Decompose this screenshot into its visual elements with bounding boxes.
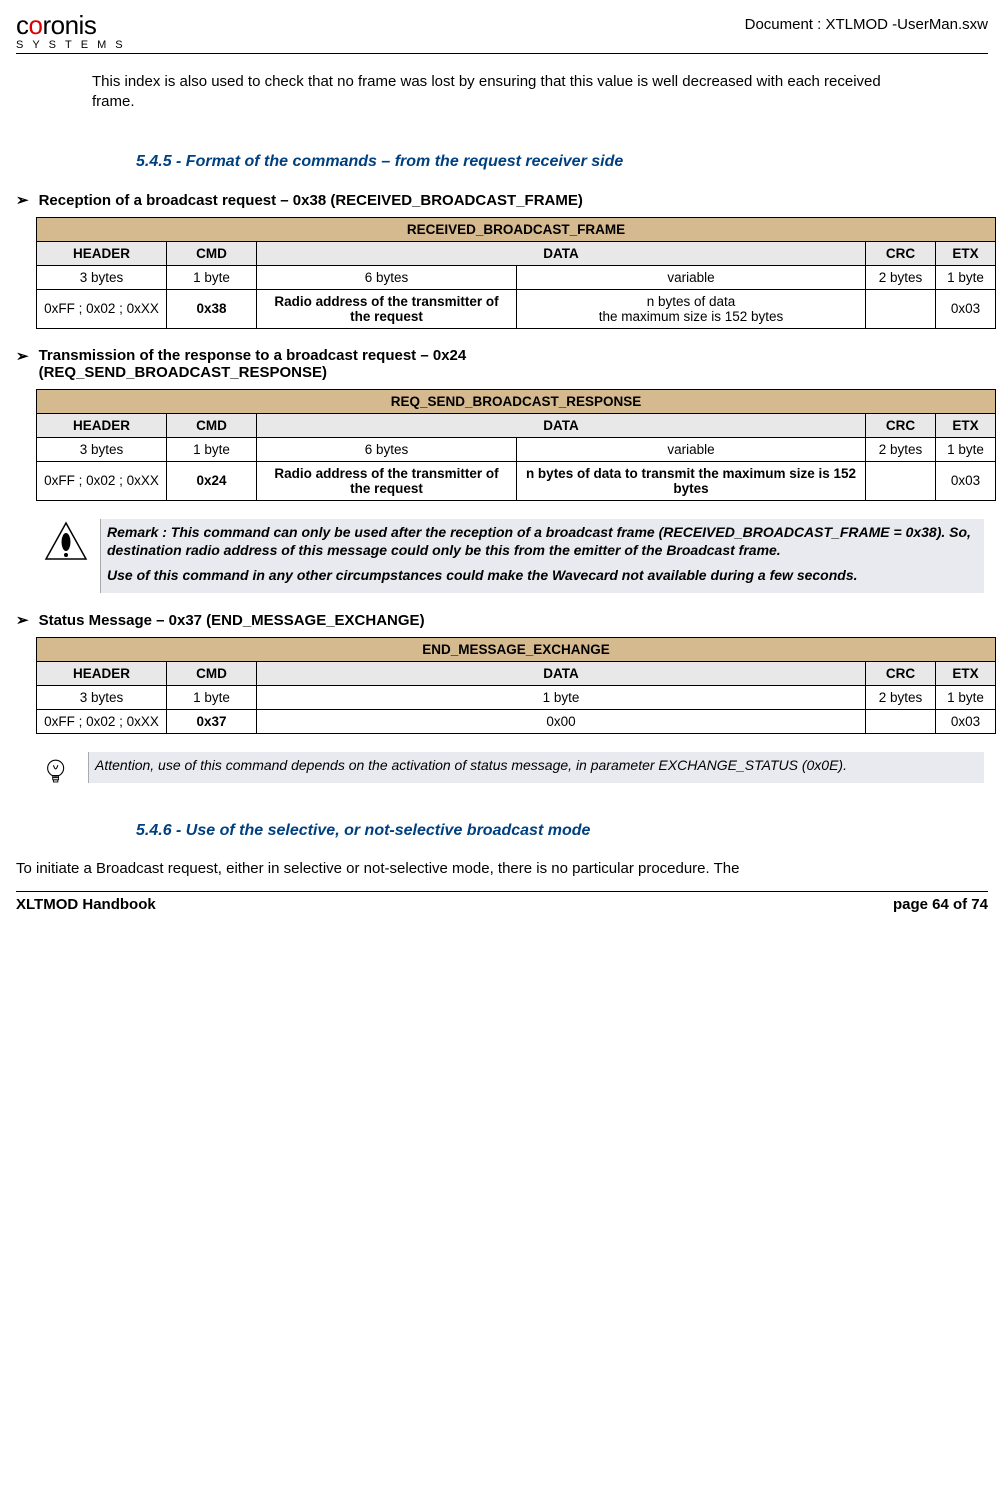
- size-cell: 3 bytes: [37, 265, 167, 289]
- val-cell: [866, 289, 936, 328]
- val-cell: 0x00: [257, 710, 866, 734]
- val-cell: 0x24: [167, 461, 257, 500]
- val-cell: [866, 461, 936, 500]
- size-cell: 3 bytes: [37, 437, 167, 461]
- col-header: ETX: [936, 241, 996, 265]
- table-end-message: END_MESSAGE_EXCHANGE HEADER CMD DATA CRC…: [36, 637, 996, 734]
- col-header: CRC: [866, 413, 936, 437]
- bullet-text-pre: Status Message – 0x37 (: [39, 612, 212, 629]
- remark-p: Attention, use of this command depends o…: [95, 756, 976, 775]
- val-line: n bytes of data: [523, 294, 859, 309]
- val-cell: [866, 710, 936, 734]
- val-cell: 0xFF ; 0x02 ; 0xXX: [37, 710, 167, 734]
- col-header: CMD: [167, 662, 257, 686]
- page-header: coronis SYSTEMS Document : XTLMOD -UserM…: [16, 12, 988, 54]
- bullet-frame-name: REQ_SEND_BROADCAST_RESPONSE: [44, 364, 322, 381]
- size-cell: variable: [517, 265, 866, 289]
- col-header: CRC: [866, 241, 936, 265]
- bullet-arrow-icon: ➢: [16, 611, 29, 629]
- size-cell: 1 byte: [936, 686, 996, 710]
- bullet-text-pre: Reception of a broadcast request – 0x38 …: [39, 192, 336, 209]
- closing-paragraph: To initiate a Broadcast request, either …: [16, 860, 988, 877]
- bullet-arrow-icon: ➢: [16, 191, 29, 209]
- logo-letter: c: [16, 10, 29, 40]
- size-cell: 2 bytes: [866, 265, 936, 289]
- col-header: HEADER: [37, 413, 167, 437]
- bullet-text-post: ): [420, 612, 425, 629]
- val-cell: 0x03: [936, 461, 996, 500]
- val-cell: 0xFF ; 0x02 ; 0xXX: [37, 461, 167, 500]
- col-header: CMD: [167, 241, 257, 265]
- logo: coronis SYSTEMS: [16, 12, 132, 51]
- bullet-reception: ➢ Reception of a broadcast request – 0x3…: [16, 191, 988, 209]
- val-cell: 0x03: [936, 289, 996, 328]
- size-cell: 3 bytes: [37, 686, 167, 710]
- lightbulb-icon: [44, 754, 76, 794]
- col-header: CRC: [866, 662, 936, 686]
- bullet-arrow-icon: ➢: [16, 347, 29, 365]
- remark-p1: Remark : This command can only be used a…: [107, 523, 976, 561]
- remark-text: Remark : This command can only be used a…: [100, 519, 984, 594]
- document-label: Document : XTLMOD -UserMan.sxw: [745, 16, 988, 33]
- col-header: ETX: [936, 413, 996, 437]
- warning-icon: [44, 521, 88, 565]
- size-cell: 2 bytes: [866, 437, 936, 461]
- remark-box-1: Remark : This command can only be used a…: [44, 519, 984, 594]
- size-cell: 2 bytes: [866, 686, 936, 710]
- bullet-frame-name: END_MESSAGE_EXCHANGE: [211, 612, 419, 629]
- val-line: the maximum size is 152 bytes: [523, 309, 859, 324]
- size-cell: 6 bytes: [257, 265, 517, 289]
- bullet-line2-post: ): [322, 364, 327, 381]
- size-cell: 1 byte: [257, 686, 866, 710]
- size-cell: 1 byte: [167, 686, 257, 710]
- bullet-status: ➢ Status Message – 0x37 (END_MESSAGE_EXC…: [16, 611, 988, 629]
- size-cell: 1 byte: [936, 265, 996, 289]
- col-header: HEADER: [37, 241, 167, 265]
- col-header: DATA: [257, 662, 866, 686]
- val-cell: 0xFF ; 0x02 ; 0xXX: [37, 289, 167, 328]
- bullet-line1: Transmission of the response to a broadc…: [39, 347, 467, 364]
- table-received-broadcast: RECEIVED_BROADCAST_FRAME HEADER CMD DATA…: [36, 217, 996, 329]
- size-cell: 1 byte: [936, 437, 996, 461]
- table-title: REQ_SEND_BROADCAST_RESPONSE: [37, 389, 996, 413]
- footer-left: XLTMOD Handbook: [16, 896, 156, 913]
- col-header: CMD: [167, 413, 257, 437]
- val-cell: n bytes of data to transmit the maximum …: [517, 461, 866, 500]
- remark-p2: Use of this command in any other circump…: [107, 566, 976, 585]
- size-cell: variable: [517, 437, 866, 461]
- val-cell: 0x38: [167, 289, 257, 328]
- logo-main: coronis: [16, 12, 132, 38]
- section-title-546: 5.4.6 - Use of the selective, or not-sel…: [136, 822, 988, 840]
- col-header: DATA: [257, 241, 866, 265]
- section-title-545: 5.4.5 - Format of the commands – from th…: [136, 153, 988, 171]
- logo-letter-rest: ronis: [42, 10, 96, 40]
- table-req-send-broadcast: REQ_SEND_BROADCAST_RESPONSE HEADER CMD D…: [36, 389, 996, 501]
- col-header: DATA: [257, 413, 866, 437]
- val-cell: Radio address of the transmitter of the …: [257, 289, 517, 328]
- size-cell: 1 byte: [167, 265, 257, 289]
- val-cell: 0x03: [936, 710, 996, 734]
- intro-paragraph: This index is also used to check that no…: [92, 72, 912, 113]
- bullet-frame-name: RECEIVED_BROADCAST_FRAME: [335, 192, 578, 209]
- val-cell: Radio address of the transmitter of the …: [257, 461, 517, 500]
- footer-right: page 64 of 74: [893, 896, 988, 913]
- bullet-text-post: ): [578, 192, 583, 209]
- remark-box-2: Attention, use of this command depends o…: [44, 752, 984, 794]
- bullet-transmission: ➢ Transmission of the response to a broa…: [16, 347, 988, 381]
- val-cell: 0x37: [167, 710, 257, 734]
- page-footer: XLTMOD Handbook page 64 of 74: [16, 891, 988, 913]
- size-cell: 1 byte: [167, 437, 257, 461]
- table-title: END_MESSAGE_EXCHANGE: [37, 638, 996, 662]
- col-header: ETX: [936, 662, 996, 686]
- val-cell: n bytes of data the maximum size is 152 …: [517, 289, 866, 328]
- col-header: HEADER: [37, 662, 167, 686]
- size-cell: 6 bytes: [257, 437, 517, 461]
- bullet-text: Reception of a broadcast request – 0x38 …: [39, 192, 583, 209]
- bullet-text: Status Message – 0x37 (END_MESSAGE_EXCHA…: [39, 612, 425, 629]
- logo-sub: SYSTEMS: [16, 40, 132, 51]
- table-title: RECEIVED_BROADCAST_FRAME: [37, 217, 996, 241]
- bullet-text: Transmission of the response to a broadc…: [39, 347, 467, 381]
- remark-text: Attention, use of this command depends o…: [88, 752, 984, 783]
- logo-letter-red: o: [29, 10, 43, 40]
